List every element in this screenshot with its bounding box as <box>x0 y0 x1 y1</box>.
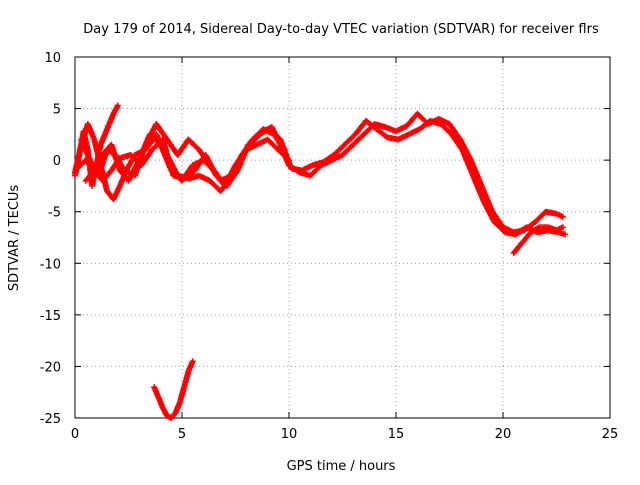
data-trace <box>557 229 567 237</box>
y-tick-label: 10 <box>44 51 61 66</box>
data-trace <box>175 137 191 157</box>
data-trace <box>108 143 123 172</box>
data-trace <box>212 168 227 188</box>
data-trace <box>222 163 238 188</box>
y-tick-label: -25 <box>40 412 61 427</box>
y-tick-label: -10 <box>40 257 61 272</box>
data-trace <box>511 240 525 255</box>
data-trace <box>449 132 465 152</box>
data-trace <box>186 137 201 152</box>
data-point <box>559 224 566 231</box>
plot-frame <box>74 56 611 419</box>
data-series <box>151 358 196 421</box>
data-trace <box>364 119 379 132</box>
data-trace <box>83 168 97 183</box>
data-trace <box>439 122 454 137</box>
data-trace <box>447 122 463 142</box>
data-trace <box>555 225 565 233</box>
data-series <box>82 131 292 189</box>
data-trace <box>479 184 495 214</box>
y-tick-label: 0 <box>53 154 61 169</box>
data-trace <box>529 225 541 235</box>
data-trace <box>555 211 565 220</box>
grid <box>75 57 610 418</box>
data-point <box>281 146 288 153</box>
data-trace <box>148 132 163 147</box>
chart-title: Day 179 of 2014, Sidereal Day-to-day VTE… <box>83 22 599 37</box>
data-trace <box>276 148 291 162</box>
data-trace <box>351 132 366 147</box>
data-trace <box>332 142 347 157</box>
data-point <box>189 358 196 365</box>
x-tick-label: 20 <box>495 427 512 442</box>
data-points <box>72 102 569 421</box>
data-point <box>562 231 569 238</box>
data-trace <box>165 413 173 421</box>
data-trace <box>139 148 155 167</box>
data-trace <box>481 199 497 224</box>
data-trace <box>233 148 249 167</box>
data-trace <box>490 210 506 229</box>
data-trace <box>126 158 142 183</box>
data-trace <box>79 138 93 162</box>
data-trace <box>533 209 548 224</box>
data-trace <box>520 230 533 245</box>
x-tick-label: 5 <box>178 427 186 442</box>
data-trace <box>169 411 178 420</box>
data-trace <box>164 137 180 157</box>
data-trace <box>179 163 195 183</box>
data-trace <box>353 119 369 137</box>
x-tick-label: 0 <box>71 427 79 442</box>
data-trace <box>470 174 487 203</box>
axis-ticks: 0 5 10 15 20 25 10 5 0 -5 -10 -15 -20 -25 <box>40 51 619 442</box>
data-point <box>559 213 566 220</box>
data-trace <box>197 173 212 183</box>
data-trace <box>321 152 336 165</box>
x-axis-label: GPS time / hours <box>287 459 396 474</box>
y-tick-label: 5 <box>53 103 61 118</box>
data-trace <box>342 132 358 147</box>
data-series <box>510 224 566 256</box>
data-trace <box>261 126 276 137</box>
y-tick-label: -5 <box>48 206 61 221</box>
data-trace <box>158 143 174 172</box>
x-tick-label: 15 <box>388 427 405 442</box>
data-trace <box>136 132 153 162</box>
data-trace <box>154 122 170 142</box>
y-tick-label: -20 <box>40 360 61 375</box>
data-trace <box>340 142 355 157</box>
data-trace <box>271 132 287 152</box>
x-tick-label: 25 <box>602 427 619 442</box>
x-tick-label: 10 <box>281 427 298 442</box>
data-trace <box>308 163 323 178</box>
data-point <box>114 102 121 109</box>
data-point <box>286 157 292 164</box>
data-trace <box>492 220 507 235</box>
y-axis-label: SDTVAR / TECUs <box>7 185 22 292</box>
data-trace <box>100 168 114 183</box>
data-trace <box>265 137 281 152</box>
data-trace <box>201 158 216 173</box>
data-trace <box>375 127 390 140</box>
data-trace <box>92 153 105 173</box>
data-trace <box>468 158 484 188</box>
y-tick-label: -15 <box>40 309 61 324</box>
data-trace <box>460 148 476 178</box>
